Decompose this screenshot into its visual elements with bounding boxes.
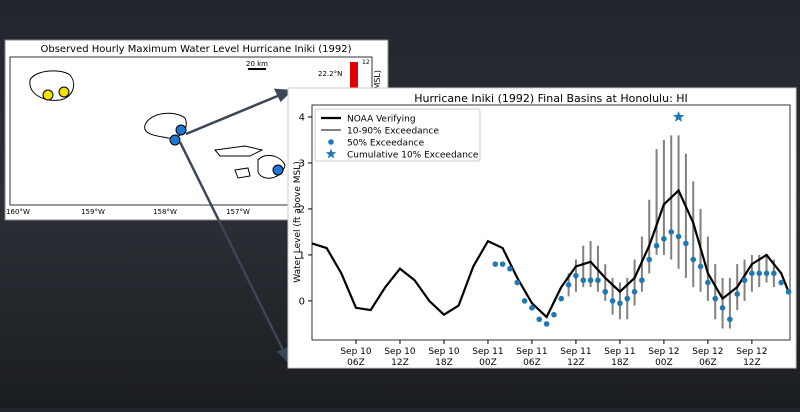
dot [712,295,719,302]
y-tick-label: 3 [299,158,305,169]
lon-label: 158°W [153,208,177,216]
dot [631,288,638,295]
map-title: Observed Hourly Maximum Water Level Hurr… [40,44,351,55]
y-tick-label: 2 [299,204,305,215]
x-tick-label: Sep 11 00Z [472,347,503,368]
dot [639,277,645,284]
island [29,70,75,101]
dot [778,279,785,286]
gauge-marker [58,86,70,98]
lon-label: 160°W [6,208,30,216]
lon-label: 157°W [226,208,250,216]
dot [617,300,623,307]
dot [529,305,535,311]
dot [683,240,689,247]
dot [543,321,550,327]
x-tick-label: Sep 10 12Z [384,347,416,368]
dot [624,295,631,302]
legend-label: 50% Exceedance [347,139,425,149]
dot [771,270,777,277]
dot [785,288,792,295]
dot [580,277,587,284]
legend-swatch [325,148,337,159]
dot [741,277,748,284]
x-tick-label: Sep 11 12Z [560,347,591,368]
dot [719,305,726,311]
dot [587,277,594,284]
star [672,111,685,122]
dot [499,261,506,267]
gauge-marker [272,164,284,176]
y-axis-label: Water Level (ft above MSL) [293,161,303,282]
dot [661,236,667,242]
y-tick-label: 1 [299,250,305,261]
scale-label: 20 km [246,60,268,68]
colorbar-tick: 12 [362,59,370,66]
dot [565,282,572,288]
arrowhead [273,88,293,103]
dot [756,270,763,277]
x-tick-label: Sep 12 00Z [648,347,679,368]
x-tick-label: Sep 12 12Z [736,347,767,368]
dot [609,298,616,304]
legend-label: Cumulative 10% Exceedance [347,151,479,161]
y-tick-label: 4 [299,112,305,123]
dot [558,295,565,302]
legend-label: NOAA Verifying [347,115,416,125]
dot [705,279,711,286]
x-tick-label: Sep 10 06Z [340,347,372,368]
plot-frame [311,104,791,341]
arrow [178,141,286,353]
dot [749,270,755,277]
dot [734,291,741,297]
dot [595,277,601,284]
gauge-marker [169,134,181,146]
gauge-marker [175,124,187,136]
dot [507,265,513,272]
dot [492,261,499,267]
arrow [185,93,281,136]
dot [551,311,557,318]
chart-title: Hurricane Iniki (1992) Final Basins at H… [414,92,688,105]
y-tick-label: 0 [299,296,305,307]
dot [536,316,543,323]
x-tick-label: Sep 12 06Z [692,347,723,368]
dot [653,242,660,249]
dot [521,298,528,304]
dot [514,279,521,286]
legend-swatch [328,139,334,145]
dot [727,316,733,323]
island [214,145,264,157]
gauge-marker [42,89,54,101]
dot [763,270,770,277]
x-tick-label: Sep 10 18Z [428,347,460,368]
colorbar [350,62,358,102]
dot [675,233,682,240]
dot [668,229,675,235]
legend-frame [314,108,481,162]
island [257,154,286,179]
dot [602,288,609,295]
island [234,167,251,179]
lat-label: 22.2°N [318,70,342,78]
dot [697,263,704,270]
plot: 0 1 2 3 4 Sep 10 06Z Sep 10 12Z Sep 10 18Z Sep 11 00… [299,104,792,368]
series-line [311,188,790,319]
lon-label: 159°W [81,208,105,216]
dot [646,256,653,263]
x-tick-label: Sep 11 18Z [604,347,635,368]
x-tick-label: Sep 11 06Z [516,347,547,368]
dot [573,272,579,279]
dot [690,256,697,263]
legend-label: 10-90% Exceedance [347,127,439,137]
